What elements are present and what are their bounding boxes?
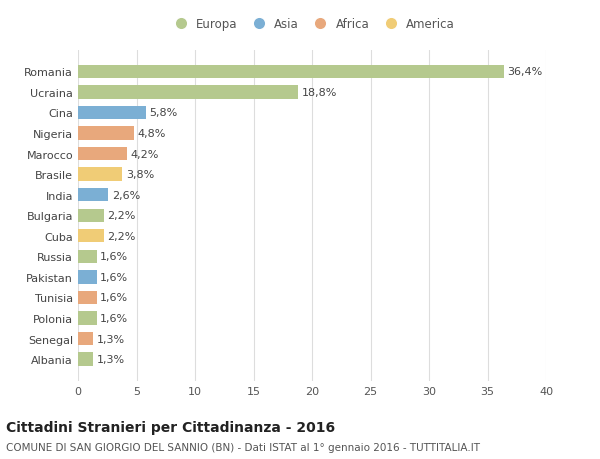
Text: 1,3%: 1,3% xyxy=(97,354,125,364)
Bar xyxy=(78,230,104,243)
Bar xyxy=(78,189,109,202)
Text: 2,6%: 2,6% xyxy=(112,190,140,200)
Text: 1,6%: 1,6% xyxy=(100,293,128,303)
Text: 4,2%: 4,2% xyxy=(131,149,159,159)
Bar xyxy=(78,66,504,79)
Text: COMUNE DI SAN GIORGIO DEL SANNIO (BN) - Dati ISTAT al 1° gennaio 2016 - TUTTITAL: COMUNE DI SAN GIORGIO DEL SANNIO (BN) - … xyxy=(6,442,480,452)
Text: 4,8%: 4,8% xyxy=(137,129,166,139)
Text: 2,2%: 2,2% xyxy=(107,231,136,241)
Bar xyxy=(78,250,97,263)
Text: 1,6%: 1,6% xyxy=(100,272,128,282)
Text: 1,6%: 1,6% xyxy=(100,252,128,262)
Bar xyxy=(78,127,134,140)
Bar xyxy=(78,147,127,161)
Bar xyxy=(78,271,97,284)
Text: 18,8%: 18,8% xyxy=(301,88,337,98)
Text: 1,6%: 1,6% xyxy=(100,313,128,323)
Text: 3,8%: 3,8% xyxy=(126,170,154,180)
Bar xyxy=(78,168,122,181)
Text: 2,2%: 2,2% xyxy=(107,211,136,221)
Bar xyxy=(78,332,93,346)
Bar xyxy=(78,86,298,99)
Text: 1,3%: 1,3% xyxy=(97,334,125,344)
Bar xyxy=(78,291,97,304)
Text: 36,4%: 36,4% xyxy=(508,67,542,77)
Bar xyxy=(78,106,146,120)
Bar xyxy=(78,353,93,366)
Text: 5,8%: 5,8% xyxy=(149,108,178,118)
Bar xyxy=(78,209,104,223)
Legend: Europa, Asia, Africa, America: Europa, Asia, Africa, America xyxy=(164,13,460,36)
Text: Cittadini Stranieri per Cittadinanza - 2016: Cittadini Stranieri per Cittadinanza - 2… xyxy=(6,420,335,434)
Bar xyxy=(78,312,97,325)
